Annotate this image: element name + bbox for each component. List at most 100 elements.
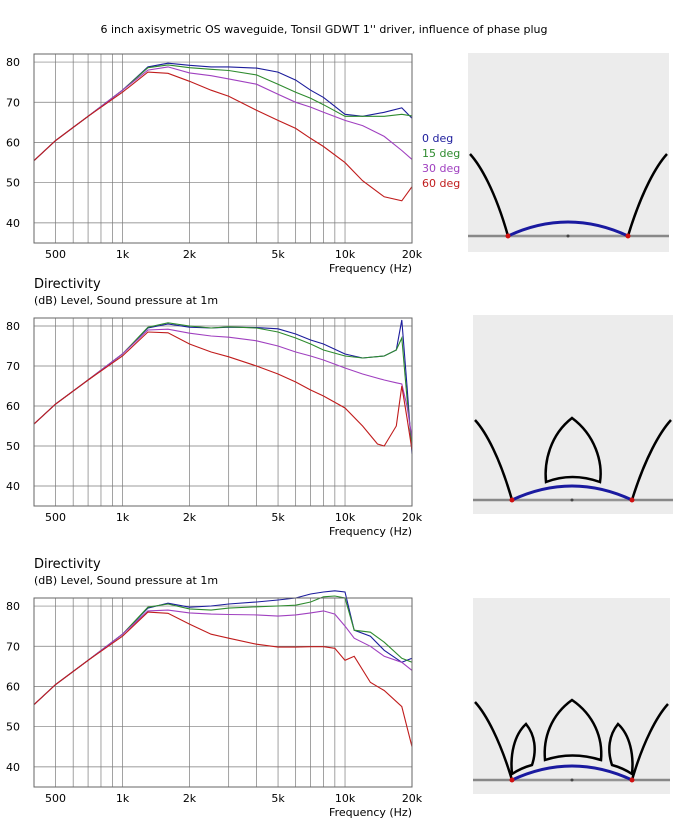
y-tick-label: 40 <box>6 761 20 774</box>
dome-profile <box>507 220 629 238</box>
dome-profile <box>511 764 633 782</box>
waveguide-left-profile <box>469 153 510 237</box>
axis-center-marker <box>570 778 574 782</box>
chart-2-series <box>33 319 413 455</box>
chart-1-series <box>33 62 413 202</box>
x-tick-label: 20k <box>402 248 423 261</box>
waveguide-left-profile <box>474 701 514 781</box>
x-tick-label: 10k <box>335 248 356 261</box>
chart-2: Directivity (dB) Level, Sound pressure a… <box>6 277 423 538</box>
waveguide-left-profile <box>474 419 514 501</box>
chart-3-subtitle: Directivity <box>34 557 101 572</box>
chart-1-gridlines <box>34 54 412 243</box>
figure-title: 6 inch axisymetric OS waveguide, Tonsil … <box>100 23 547 36</box>
series-line-30deg <box>33 66 413 162</box>
phase-plug-center <box>544 416 602 484</box>
chart-2-plot-frame <box>33 317 413 507</box>
y-tick-label: 70 <box>6 96 20 109</box>
chart-3: Directivity (dB) Level, Sound pressure a… <box>6 557 423 819</box>
y-tick-label: 60 <box>6 400 20 413</box>
y-tick-label: 70 <box>6 640 20 653</box>
series-line-60deg <box>33 71 413 202</box>
chart-3-x-ticks: 500 1k 2k 5k 10k 20k <box>45 792 423 805</box>
legend-item-0deg: 0 deg <box>422 132 453 145</box>
y-tick-label: 80 <box>6 600 20 613</box>
chart-2-y-ticks: 40 50 60 70 80 <box>6 320 20 493</box>
x-tick-label: 500 <box>45 792 66 805</box>
x-tick-label: 500 <box>45 248 66 261</box>
chart-1-plot-frame <box>33 53 413 244</box>
chart-2-gridlines <box>34 318 412 506</box>
x-tick-label: 1k <box>116 248 130 261</box>
x-tick-label: 10k <box>335 792 356 805</box>
series-line-60deg <box>33 611 413 747</box>
x-tick-label: 10k <box>335 511 356 524</box>
y-tick-label: 40 <box>6 217 20 230</box>
waveguide-diagram-2 <box>473 315 673 514</box>
dome-edge-marker-left <box>505 233 511 239</box>
y-tick-label: 50 <box>6 721 20 734</box>
x-tick-label: 20k <box>402 792 423 805</box>
waveguide-right-profile <box>630 419 672 501</box>
legend-item-30deg: 30 deg <box>422 162 460 175</box>
y-tick-label: 80 <box>6 56 20 69</box>
chart-1-legend: 0 deg 15 deg 30 deg 60 deg <box>422 132 460 190</box>
chart-1: 40 50 60 70 80 500 1k 2k 5k 10k 20k Frequency (Hz… <box>6 53 460 275</box>
series-line-15deg <box>33 64 413 162</box>
legend-item-60deg: 60 deg <box>422 177 460 190</box>
diagram-2-background <box>473 315 673 514</box>
series-line-60deg <box>33 331 413 451</box>
chart-2-subtitle: Directivity <box>34 277 101 292</box>
waveguide-diagram-1 <box>468 53 669 252</box>
chart-3-series <box>33 590 413 747</box>
chart-3-xlabel: Frequency (Hz) <box>329 806 412 819</box>
waveguide-right-profile <box>630 703 669 781</box>
y-tick-label: 70 <box>6 360 20 373</box>
waveguide-diagram-3 <box>473 598 670 794</box>
phase-plug-center <box>543 698 603 762</box>
series-line-15deg <box>33 322 413 447</box>
y-tick-label: 40 <box>6 480 20 493</box>
chart-2-units-label: (dB) Level, Sound pressure at 1m <box>34 294 218 307</box>
series-line-15deg <box>33 595 413 706</box>
chart-2-xlabel: Frequency (Hz) <box>329 525 412 538</box>
axis-center-marker <box>570 498 574 502</box>
chart-3-plot-frame <box>33 597 413 788</box>
dome-edge-marker-left <box>509 777 515 783</box>
dome-edge-marker-left <box>509 497 515 503</box>
series-line-0deg <box>33 319 413 455</box>
x-tick-label: 20k <box>402 511 423 524</box>
x-tick-label: 5k <box>271 248 285 261</box>
axis-center-marker <box>566 234 570 238</box>
series-line-0deg <box>33 590 413 706</box>
chart-3-units-label: (dB) Level, Sound pressure at 1m <box>34 574 218 587</box>
phase-plug-left <box>510 722 536 777</box>
chart-1-xlabel: Frequency (Hz) <box>329 262 412 275</box>
x-tick-label: 1k <box>116 511 130 524</box>
chart-3-gridlines <box>34 598 412 787</box>
x-tick-label: 2k <box>183 792 197 805</box>
series-line-30deg <box>33 609 413 706</box>
waveguide-right-profile <box>626 153 668 237</box>
chart-1-y-ticks: 40 50 60 70 80 <box>6 56 20 230</box>
y-tick-label: 60 <box>6 680 20 693</box>
legend-item-15deg: 15 deg <box>422 147 460 160</box>
y-tick-label: 50 <box>6 177 20 190</box>
x-tick-label: 5k <box>271 511 285 524</box>
dome-edge-marker-right <box>625 233 631 239</box>
x-tick-label: 2k <box>183 511 197 524</box>
x-tick-label: 5k <box>271 792 285 805</box>
chart-1-x-ticks: 500 1k 2k 5k 10k 20k <box>45 248 423 261</box>
x-tick-label: 1k <box>116 792 130 805</box>
dome-edge-marker-right <box>629 777 635 783</box>
dome-profile <box>511 484 633 502</box>
dome-edge-marker-right <box>629 497 635 503</box>
chart-2-x-ticks: 500 1k 2k 5k 10k 20k <box>45 511 423 524</box>
chart-3-y-ticks: 40 50 60 70 80 <box>6 600 20 774</box>
y-tick-label: 60 <box>6 136 20 149</box>
y-tick-label: 50 <box>6 440 20 453</box>
series-line-30deg <box>33 328 413 439</box>
x-tick-label: 500 <box>45 511 66 524</box>
x-tick-label: 2k <box>183 248 197 261</box>
